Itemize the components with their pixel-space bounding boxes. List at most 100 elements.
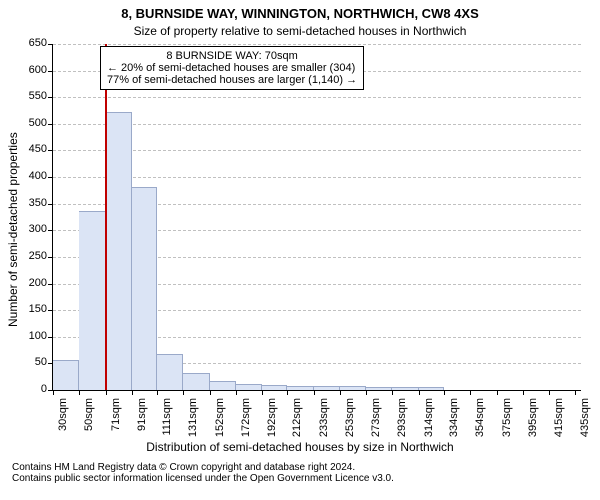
y-tick bbox=[48, 337, 53, 338]
x-tick bbox=[183, 390, 184, 395]
footer-line-1: Contains HM Land Registry data © Crown c… bbox=[12, 462, 394, 473]
x-tick-label: 172sqm bbox=[240, 398, 252, 442]
y-tick-label: 550 bbox=[15, 90, 47, 102]
x-tick-label: 233sqm bbox=[318, 398, 330, 442]
annotation-line: ← 20% of semi-detached houses are smalle… bbox=[107, 62, 357, 74]
x-tick bbox=[444, 390, 445, 395]
y-tick bbox=[48, 230, 53, 231]
y-tick-label: 400 bbox=[15, 170, 47, 182]
x-tick-label: 293sqm bbox=[396, 398, 408, 442]
x-tick-label: 273sqm bbox=[370, 398, 382, 442]
x-tick-label: 91sqm bbox=[136, 398, 148, 442]
x-tick bbox=[366, 390, 367, 395]
x-tick-label: 395sqm bbox=[527, 398, 539, 442]
x-tick bbox=[132, 390, 133, 395]
y-gridline bbox=[53, 177, 581, 178]
histogram-bar bbox=[419, 387, 445, 390]
y-tick-label: 500 bbox=[15, 117, 47, 129]
x-tick bbox=[549, 390, 550, 395]
y-gridline bbox=[53, 44, 581, 45]
x-tick-label: 314sqm bbox=[423, 398, 435, 442]
y-tick bbox=[48, 257, 53, 258]
y-tick bbox=[48, 97, 53, 98]
y-tick bbox=[48, 310, 53, 311]
histogram-bar bbox=[79, 211, 106, 390]
x-axis-label: Distribution of semi-detached houses by … bbox=[0, 440, 600, 454]
y-tick bbox=[48, 177, 53, 178]
histogram-bar bbox=[340, 386, 366, 390]
x-tick-label: 50sqm bbox=[83, 398, 95, 442]
reference-line bbox=[105, 44, 107, 390]
histogram-bar bbox=[106, 112, 132, 390]
x-tick bbox=[262, 390, 263, 395]
y-tick-label: 650 bbox=[15, 37, 47, 49]
y-tick-label: 0 bbox=[15, 383, 47, 395]
x-tick bbox=[236, 390, 237, 395]
x-tick-label: 415sqm bbox=[553, 398, 565, 442]
histogram-bar bbox=[210, 381, 236, 390]
x-tick bbox=[575, 390, 576, 395]
y-tick bbox=[48, 124, 53, 125]
x-tick-label: 192sqm bbox=[266, 398, 278, 442]
histogram-bar bbox=[262, 385, 288, 390]
y-tick-label: 450 bbox=[15, 143, 47, 155]
y-gridline bbox=[53, 150, 581, 151]
x-tick bbox=[106, 390, 107, 395]
y-tick-label: 250 bbox=[15, 250, 47, 262]
histogram-bar bbox=[366, 387, 392, 390]
y-tick-label: 100 bbox=[15, 330, 47, 342]
x-tick-label: 375sqm bbox=[501, 398, 513, 442]
footer-attribution: Contains HM Land Registry data © Crown c… bbox=[12, 462, 394, 484]
histogram-bar bbox=[287, 386, 314, 390]
annotation-line: 8 BURNSIDE WAY: 70sqm bbox=[107, 50, 357, 62]
y-gridline bbox=[53, 124, 581, 125]
histogram-bar bbox=[157, 354, 183, 390]
y-tick bbox=[48, 44, 53, 45]
x-tick-label: 131sqm bbox=[187, 398, 199, 442]
x-tick bbox=[53, 390, 54, 395]
histogram-bar bbox=[53, 360, 79, 390]
x-tick-label: 152sqm bbox=[214, 398, 226, 442]
x-tick-label: 71sqm bbox=[110, 398, 122, 442]
chart-subtitle: Size of property relative to semi-detach… bbox=[0, 24, 600, 38]
x-tick-label: 334sqm bbox=[448, 398, 460, 442]
x-tick bbox=[497, 390, 498, 395]
chart-container: { "title_line1": "8, BURNSIDE WAY, WINNI… bbox=[0, 0, 600, 500]
x-tick-label: 435sqm bbox=[579, 398, 591, 442]
annotation-box: 8 BURNSIDE WAY: 70sqm← 20% of semi-detac… bbox=[100, 46, 364, 90]
y-tick-label: 600 bbox=[15, 64, 47, 76]
x-tick bbox=[523, 390, 524, 395]
chart-title-address: 8, BURNSIDE WAY, WINNINGTON, NORTHWICH, … bbox=[0, 6, 600, 21]
histogram-bar bbox=[236, 384, 262, 390]
x-tick bbox=[419, 390, 420, 395]
y-tick-label: 350 bbox=[15, 197, 47, 209]
x-tick bbox=[314, 390, 315, 395]
x-tick bbox=[287, 390, 288, 395]
histogram-bar bbox=[132, 187, 158, 390]
histogram-bar bbox=[392, 387, 419, 390]
y-tick-label: 50 bbox=[15, 356, 47, 368]
y-tick bbox=[48, 150, 53, 151]
y-gridline bbox=[53, 97, 581, 98]
plot-area: 0501001502002503003504004505005506006503… bbox=[52, 44, 581, 391]
x-tick bbox=[340, 390, 341, 395]
y-tick-label: 150 bbox=[15, 303, 47, 315]
x-tick-label: 212sqm bbox=[291, 398, 303, 442]
x-tick bbox=[210, 390, 211, 395]
x-tick-label: 354sqm bbox=[474, 398, 486, 442]
histogram-bar bbox=[183, 373, 210, 390]
x-tick-label: 111sqm bbox=[161, 398, 173, 442]
y-tick bbox=[48, 284, 53, 285]
x-tick-label: 253sqm bbox=[344, 398, 356, 442]
y-tick-label: 200 bbox=[15, 277, 47, 289]
x-tick bbox=[392, 390, 393, 395]
x-tick-label: 30sqm bbox=[57, 398, 69, 442]
x-tick bbox=[470, 390, 471, 395]
x-tick bbox=[157, 390, 158, 395]
x-tick bbox=[79, 390, 80, 395]
y-tick bbox=[48, 204, 53, 205]
y-tick-label: 300 bbox=[15, 223, 47, 235]
footer-line-2: Contains public sector information licen… bbox=[12, 473, 394, 484]
y-tick bbox=[48, 71, 53, 72]
histogram-bar bbox=[314, 386, 340, 390]
